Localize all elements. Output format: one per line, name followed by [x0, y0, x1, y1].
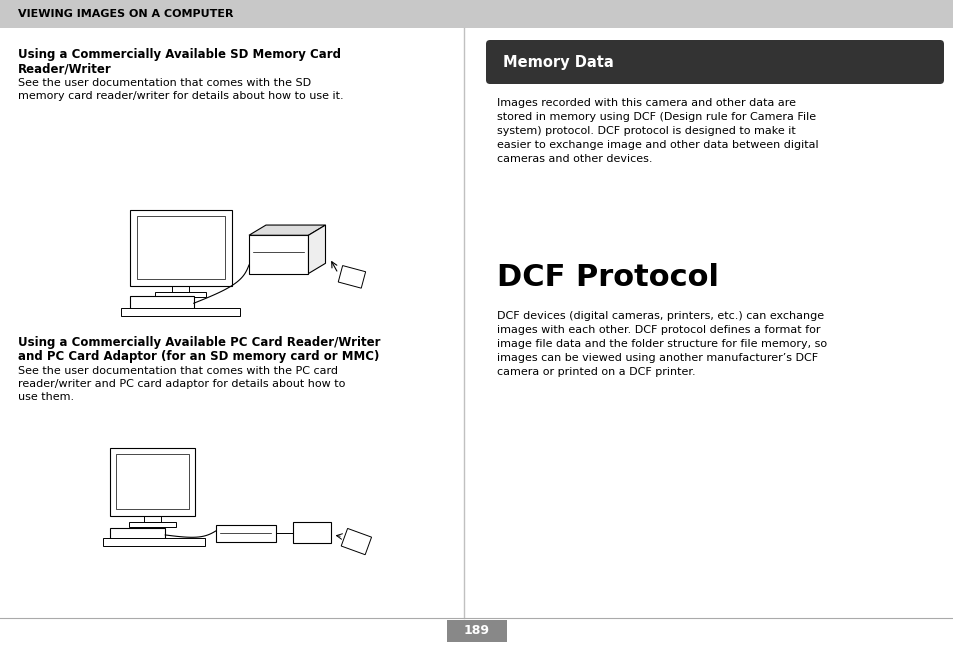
Bar: [216, 525, 275, 542]
Text: DCF Protocol: DCF Protocol: [497, 263, 719, 292]
Bar: [130, 210, 232, 286]
Text: Reader/Writer: Reader/Writer: [18, 62, 112, 75]
Text: 189: 189: [463, 625, 490, 638]
Text: VIEWING IMAGES ON A COMPUTER: VIEWING IMAGES ON A COMPUTER: [18, 9, 233, 19]
Polygon shape: [249, 225, 325, 235]
Bar: [110, 448, 194, 516]
Bar: [338, 266, 365, 288]
Polygon shape: [308, 225, 325, 273]
Text: Using a Commercially Available SD Memory Card: Using a Commercially Available SD Memory…: [18, 48, 340, 61]
Text: Using a Commercially Available PC Card Reader/Writer: Using a Commercially Available PC Card R…: [18, 336, 380, 349]
Bar: [116, 454, 189, 510]
FancyBboxPatch shape: [485, 40, 943, 84]
Bar: [130, 297, 193, 312]
Bar: [129, 522, 176, 527]
Text: DCF devices (digital cameras, printers, etc.) can exchange
images with each othe: DCF devices (digital cameras, printers, …: [497, 311, 826, 377]
Text: See the user documentation that comes with the PC card
reader/writer and PC card: See the user documentation that comes wi…: [18, 366, 345, 402]
Text: Images recorded with this camera and other data are
stored in memory using DCF (: Images recorded with this camera and oth…: [497, 98, 818, 164]
Bar: [155, 292, 206, 297]
Bar: [249, 235, 308, 273]
Text: and PC Card Adaptor (for an SD memory card or MMC): and PC Card Adaptor (for an SD memory ca…: [18, 350, 379, 363]
Text: Memory Data: Memory Data: [502, 54, 613, 70]
Bar: [447, 620, 506, 642]
Bar: [136, 216, 225, 280]
Bar: [0, 0, 953, 28]
Bar: [341, 528, 371, 555]
Bar: [110, 528, 165, 542]
Bar: [103, 538, 205, 546]
Bar: [121, 307, 240, 316]
Text: See the user documentation that comes with the SD
memory card reader/writer for : See the user documentation that comes wi…: [18, 78, 343, 101]
Bar: [293, 522, 331, 543]
